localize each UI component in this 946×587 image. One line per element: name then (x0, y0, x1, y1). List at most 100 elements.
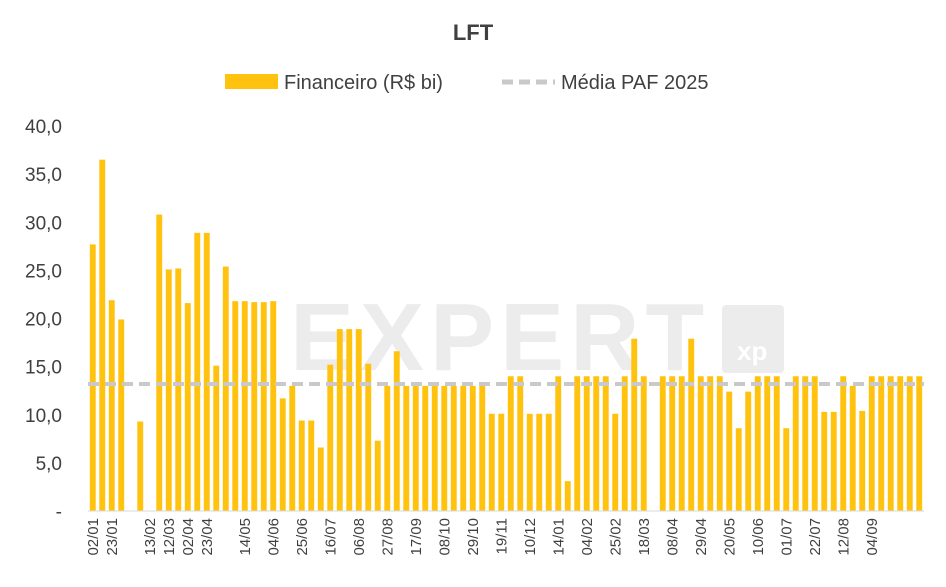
bar (897, 376, 904, 511)
bar (412, 385, 419, 512)
bar (545, 413, 552, 511)
bar (241, 301, 248, 511)
bar (365, 363, 372, 511)
bar (792, 376, 799, 511)
bar (298, 420, 305, 511)
x-axis: 02/01 23/01 13/02 12/03 02/04 23/04 14/05 04/06… (85, 518, 881, 556)
x-tick-label: 25/02 (607, 518, 624, 556)
bar (175, 268, 182, 511)
bar (260, 302, 267, 511)
y-tick-label: 5,0 (36, 454, 62, 475)
x-tick-label: 27/08 (379, 518, 396, 556)
bar (555, 376, 562, 511)
bar (849, 385, 856, 512)
x-tick-label: 01/07 (778, 518, 795, 556)
watermark: EXPERT xp (290, 284, 784, 391)
bar (270, 301, 277, 511)
bar (517, 376, 524, 511)
bar (631, 338, 638, 511)
watermark-text: EXPERT (290, 284, 710, 391)
y-tick-label: 30,0 (25, 213, 62, 234)
bar (583, 376, 590, 511)
bar (99, 159, 106, 511)
bar (118, 319, 125, 511)
bar (308, 420, 315, 511)
bar (868, 376, 875, 511)
x-tick-label: 10/12 (522, 518, 539, 556)
bar (697, 376, 704, 511)
bar (403, 385, 410, 512)
x-tick-label: 22/07 (807, 518, 824, 556)
bar (887, 376, 894, 511)
bar (821, 411, 828, 511)
bar (450, 385, 457, 512)
x-tick-label: 02/04 (180, 518, 197, 556)
x-tick-label: 25/06 (294, 518, 311, 556)
bar (108, 300, 115, 511)
legend-mean-label: Média PAF 2025 (561, 72, 709, 94)
bar (640, 376, 647, 511)
bar (669, 376, 676, 511)
x-tick-label: 13/02 (142, 518, 159, 556)
bar (802, 376, 809, 511)
bar (327, 364, 334, 511)
bar (783, 428, 790, 511)
x-tick-label: 19/11 (493, 518, 510, 554)
bar (498, 413, 505, 511)
bar (184, 303, 191, 511)
bar (726, 391, 733, 511)
bar (764, 376, 771, 511)
bar (203, 232, 210, 511)
bar (773, 376, 780, 511)
bar (393, 351, 400, 511)
bar (469, 385, 476, 512)
bar (602, 376, 609, 511)
x-tick-label: 16/07 (322, 518, 339, 556)
bar (165, 269, 172, 511)
bar (707, 376, 714, 511)
bar (811, 376, 818, 511)
bar (460, 385, 467, 512)
y-tick-label: 20,0 (25, 310, 62, 331)
bar (194, 232, 201, 511)
y-tick-label: 10,0 (25, 406, 62, 427)
bar (564, 481, 571, 511)
bar (374, 440, 381, 511)
x-tick-label: 17/09 (408, 518, 425, 556)
x-tick-label: 23/01 (104, 518, 121, 556)
bar (536, 413, 543, 511)
x-tick-label: 04/09 (864, 518, 881, 556)
bar (906, 376, 913, 511)
bar (137, 421, 144, 511)
x-tick-label: 12/08 (835, 518, 852, 556)
watermark-badge-text: xp (737, 336, 767, 366)
bar (279, 398, 286, 511)
y-axis: - 5,0 10,0 15,0 20,0 25,0 30,0 35,0 40,0 (25, 117, 62, 523)
x-tick-label: 23/04 (199, 518, 216, 556)
bar (384, 385, 391, 512)
bar (688, 338, 695, 511)
bar (716, 376, 723, 511)
bar (678, 376, 685, 511)
bar (754, 376, 761, 511)
y-tick-label: 15,0 (25, 358, 62, 379)
x-tick-label: 20/05 (721, 518, 738, 556)
legend-bar-label: Financeiro (R$ bi) (284, 72, 443, 94)
y-tick-label: 25,0 (25, 261, 62, 282)
bar (878, 376, 885, 511)
bar (488, 413, 495, 511)
x-tick-label: 06/08 (351, 518, 368, 556)
x-tick-label: 14/05 (237, 518, 254, 556)
bar (574, 376, 581, 511)
bar (156, 214, 163, 512)
x-tick-label: 04/02 (579, 518, 596, 556)
bar (745, 391, 752, 511)
bar (346, 329, 353, 511)
bar (479, 385, 486, 512)
bar (355, 329, 362, 511)
x-tick-label: 18/03 (636, 518, 653, 556)
bar (317, 447, 324, 511)
y-tick-label: 35,0 (25, 165, 62, 186)
x-tick-label: 29/04 (693, 518, 710, 556)
